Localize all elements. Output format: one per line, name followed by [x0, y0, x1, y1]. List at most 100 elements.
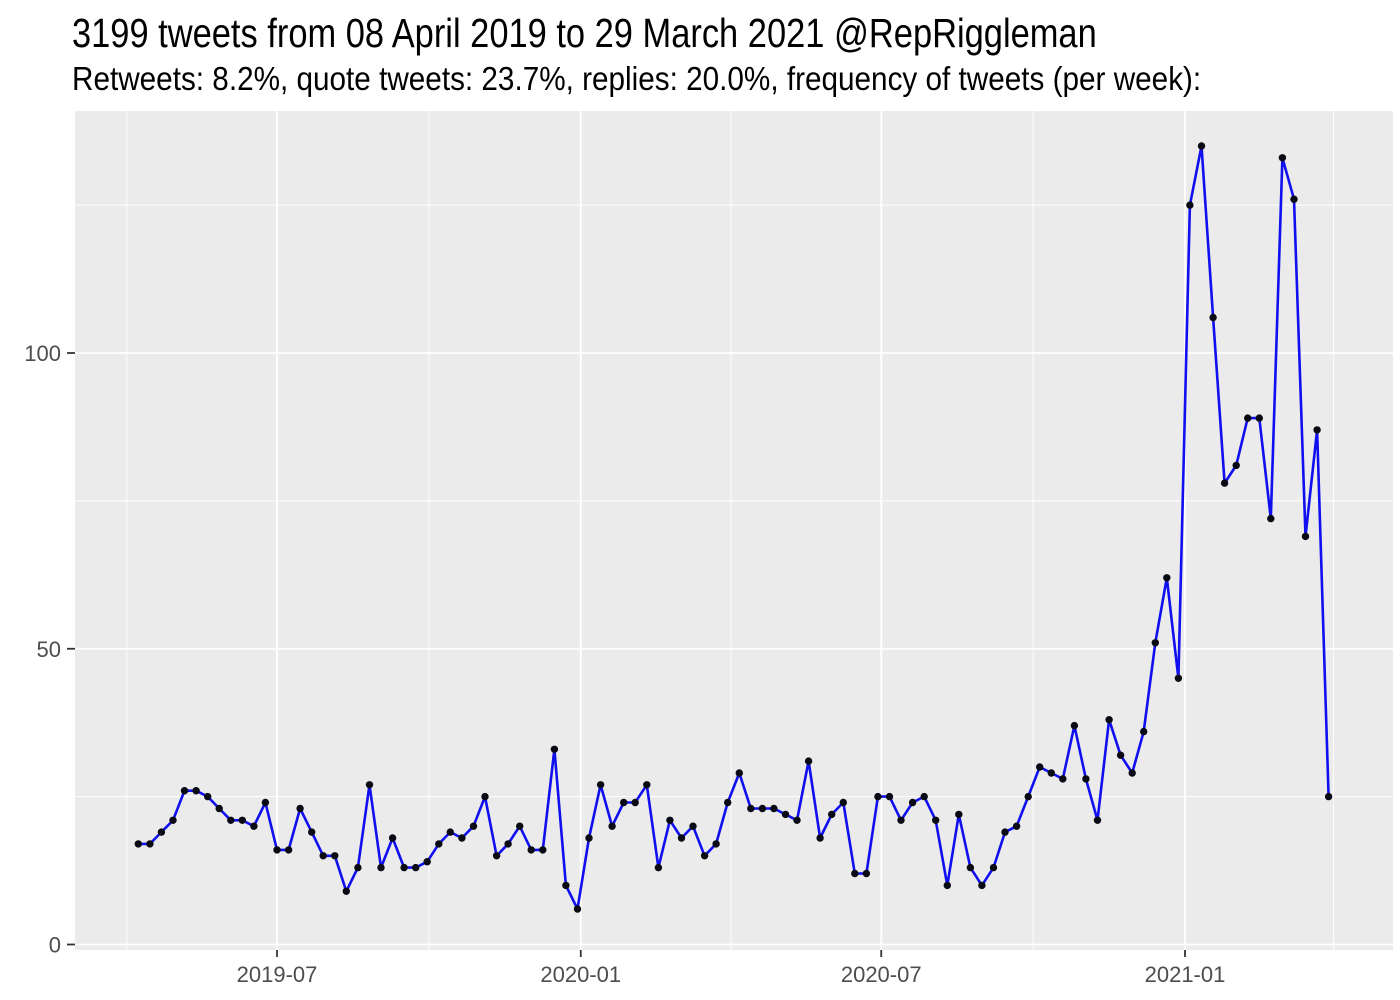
data-point	[250, 822, 258, 830]
data-point	[527, 846, 535, 854]
data-point	[839, 798, 847, 807]
data-point	[1278, 154, 1287, 162]
data-point	[747, 804, 755, 813]
data-point	[388, 834, 397, 842]
data-point	[758, 804, 767, 813]
data-point	[377, 863, 385, 872]
data-point	[296, 804, 304, 813]
data-point	[157, 828, 166, 836]
data-point	[1093, 816, 1102, 824]
data-point	[261, 798, 270, 807]
data-point	[804, 757, 813, 765]
data-point	[1151, 639, 1160, 647]
data-point	[1163, 574, 1171, 582]
data-point	[469, 822, 478, 830]
data-point	[885, 792, 894, 801]
chart-subtitle: Retweets: 8.2%, quote tweets: 23.7%, rep…	[72, 60, 1202, 97]
data-point	[966, 863, 975, 872]
data-point	[516, 822, 524, 830]
data-point	[492, 852, 501, 860]
data-point	[573, 905, 582, 913]
data-point	[134, 840, 142, 848]
data-point	[1140, 727, 1148, 736]
data-point	[435, 840, 443, 848]
data-point	[458, 834, 466, 842]
data-point	[1324, 792, 1333, 801]
data-point	[284, 846, 293, 854]
data-point	[1105, 716, 1113, 724]
data-point	[215, 804, 223, 813]
data-point	[1059, 775, 1067, 783]
data-point	[1001, 828, 1009, 836]
data-point	[446, 828, 454, 836]
data-point	[666, 816, 674, 824]
data-point	[354, 863, 362, 872]
data-point	[1313, 426, 1321, 434]
y-axis-tick-label: 100	[24, 341, 61, 366]
data-point	[423, 858, 431, 866]
data-point	[897, 816, 905, 824]
data-point	[180, 787, 189, 795]
data-point	[331, 852, 339, 860]
data-point	[862, 869, 871, 878]
data-point	[365, 781, 374, 789]
data-point	[1036, 763, 1044, 771]
data-point	[227, 816, 235, 824]
data-point	[504, 840, 512, 848]
plot-panel	[75, 111, 1393, 950]
data-point	[724, 798, 732, 807]
x-axis-tick-label: 2020-01	[540, 962, 621, 987]
data-point	[631, 798, 639, 807]
data-point	[1128, 769, 1136, 777]
data-point	[1232, 461, 1240, 470]
data-point	[1220, 479, 1229, 487]
data-point	[400, 863, 408, 872]
data-point	[874, 792, 882, 801]
data-point	[1267, 514, 1275, 523]
data-point	[596, 781, 605, 789]
data-point	[308, 828, 316, 836]
data-point	[828, 810, 836, 819]
data-point	[412, 863, 420, 872]
data-point	[677, 834, 686, 842]
data-point	[1024, 792, 1032, 801]
data-point	[1047, 769, 1056, 777]
data-point	[562, 881, 570, 890]
data-point	[1070, 721, 1079, 730]
data-point	[319, 852, 327, 860]
data-point	[585, 834, 593, 842]
data-point	[273, 846, 281, 854]
data-point	[1174, 674, 1183, 682]
y-axis-tick-label: 0	[49, 933, 61, 958]
data-point	[943, 881, 951, 890]
data-point	[146, 840, 154, 848]
data-point	[1244, 414, 1252, 422]
data-point	[955, 810, 963, 819]
data-point	[735, 769, 743, 777]
data-point	[1197, 142, 1206, 150]
data-point	[654, 863, 663, 872]
data-point	[539, 846, 547, 854]
data-point	[1209, 313, 1217, 322]
data-point	[608, 822, 616, 830]
data-point	[700, 852, 709, 860]
x-axis-tick-label: 2019-07	[237, 962, 318, 987]
data-point	[712, 840, 720, 848]
data-point	[1290, 195, 1298, 203]
data-point	[932, 816, 940, 824]
data-point	[770, 804, 778, 813]
y-axis-tick-label: 50	[37, 637, 61, 662]
data-point	[989, 863, 998, 872]
data-point	[816, 834, 824, 842]
data-point	[920, 792, 928, 801]
data-point	[620, 798, 628, 807]
data-point	[689, 822, 697, 830]
data-point	[550, 745, 559, 753]
data-point	[481, 792, 489, 801]
data-point	[342, 887, 350, 895]
data-point	[1301, 532, 1310, 541]
data-point	[192, 787, 200, 795]
data-point	[793, 816, 801, 824]
data-point	[1186, 201, 1194, 209]
